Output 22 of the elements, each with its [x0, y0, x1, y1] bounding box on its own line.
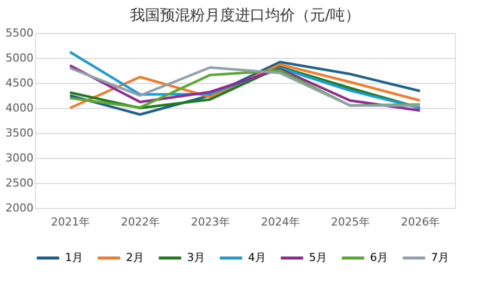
- x-tick-label: 2024年: [261, 216, 300, 228]
- legend-label: 5月: [309, 251, 327, 264]
- legend-label: 2月: [126, 251, 144, 264]
- x-tick-label: 2025年: [331, 216, 370, 228]
- y-tick-label: 2500: [6, 176, 34, 190]
- legend-label: 1月: [65, 251, 83, 264]
- x-tick-label: 2021年: [51, 216, 90, 228]
- y-tick-label: 3000: [6, 152, 34, 164]
- y-tick-label: 2000: [6, 202, 34, 214]
- legend-label: 4月: [248, 251, 266, 264]
- legend-label: 3月: [187, 251, 205, 264]
- y-tick-label: 4500: [6, 76, 34, 90]
- y-tick-label: 5500: [6, 26, 34, 40]
- x-tick-label: 2023年: [191, 216, 230, 228]
- y-tick-label: 4000: [6, 102, 34, 114]
- chart-title: 我国预混粉月度进口均价（元/吨）: [130, 6, 360, 24]
- x-tick-label: 2026年: [401, 216, 440, 228]
- legend-label: 6月: [370, 251, 388, 264]
- legend-label: 7月: [431, 251, 449, 264]
- x-tick-label: 2022年: [121, 216, 160, 228]
- y-tick-label: 3500: [6, 126, 34, 140]
- y-tick-label: 5000: [6, 52, 34, 64]
